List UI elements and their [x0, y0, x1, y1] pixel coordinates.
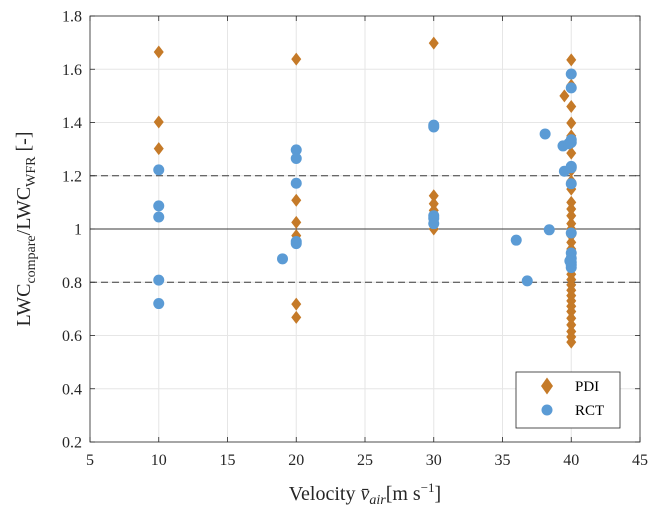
pdi-point [291, 52, 302, 66]
pdi-point [566, 305, 577, 319]
y-tick-label: 0.2 [62, 435, 82, 452]
y-tick-label: 0.4 [62, 381, 82, 398]
rct-point [290, 152, 302, 164]
rct-point [510, 234, 522, 246]
pdi-point [559, 89, 570, 103]
pdi-point [291, 193, 302, 207]
rct-point [153, 211, 165, 223]
pdi-point [566, 146, 577, 160]
rct-point [565, 227, 577, 239]
pdi-point [566, 100, 577, 114]
y-tick-label: 0.6 [62, 328, 82, 345]
legend-marker-pdi [541, 377, 553, 395]
pdi-point [153, 115, 164, 129]
pdi-point [428, 197, 439, 211]
pdi-point [566, 195, 577, 209]
x-tick-label: 25 [357, 452, 373, 469]
rct-point [153, 200, 165, 212]
legend-label-pdi: PDI [575, 379, 599, 395]
pdi-point [428, 36, 439, 50]
rct-point [543, 224, 555, 236]
pdi-point [566, 209, 577, 223]
rct-point [565, 82, 577, 94]
rct-point [428, 218, 440, 230]
pdi-point [291, 215, 302, 229]
rct-point [565, 178, 577, 190]
x-tick-label: 40 [563, 452, 579, 469]
pdi-point [291, 297, 302, 311]
rct-point [565, 162, 577, 174]
y-tick-label: 1.4 [62, 115, 82, 132]
rct-point [428, 121, 440, 133]
legend-label-rct: RCT [575, 403, 604, 419]
axis-ticks [89, 15, 641, 443]
pdi-point [428, 189, 439, 203]
x-tick-label: 35 [495, 452, 511, 469]
pdi-point [566, 311, 577, 325]
series-rct [153, 68, 577, 310]
x-tick-label: 10 [151, 452, 167, 469]
rct-point [290, 238, 302, 250]
pdi-point [566, 116, 577, 130]
x-tick-label: 15 [220, 452, 236, 469]
pdi-point [566, 53, 577, 67]
x-tick-label: 5 [86, 452, 94, 469]
rct-point [153, 298, 165, 310]
y-tick-label: 1 [74, 222, 82, 239]
pdi-point [153, 45, 164, 59]
x-tick-label: 30 [426, 452, 442, 469]
rct-point [565, 136, 577, 148]
x-axis-title: Velocity v̄air[m s−1] [289, 480, 441, 508]
rct-point [539, 128, 551, 140]
rct-point [521, 275, 533, 287]
y-axis-title: LWCcompare/LWCWFR [-] [13, 132, 39, 327]
pdi-point [291, 310, 302, 324]
y-tick-labels: 0.2 0.4 0.6 0.8 1 1.2 1.4 1.6 1.8 [62, 9, 82, 452]
pdi-point [566, 202, 577, 216]
y-tick-label: 1.6 [62, 62, 82, 79]
x-tick-label: 20 [288, 452, 304, 469]
rct-point [565, 68, 577, 80]
x-tick-labels: 5 10 15 20 25 30 35 40 45 [86, 452, 648, 469]
legend: PDI RCT [515, 371, 621, 429]
y-tick-label: 1.2 [62, 168, 82, 185]
pdi-point [566, 235, 577, 249]
rct-point [153, 274, 165, 286]
pdi-point [566, 335, 577, 349]
rct-point [290, 144, 302, 156]
pdi-point [566, 318, 577, 332]
y-tick-label: 0.8 [62, 275, 82, 292]
rct-point [290, 177, 302, 189]
pdi-point [153, 142, 164, 156]
rct-point [564, 255, 576, 267]
rct-point [153, 164, 165, 176]
x-tick-label: 45 [632, 452, 648, 469]
legend-marker-rct [541, 404, 553, 416]
legend-box [515, 371, 621, 429]
rct-point [277, 253, 288, 265]
y-tick-label: 1.8 [62, 9, 82, 26]
